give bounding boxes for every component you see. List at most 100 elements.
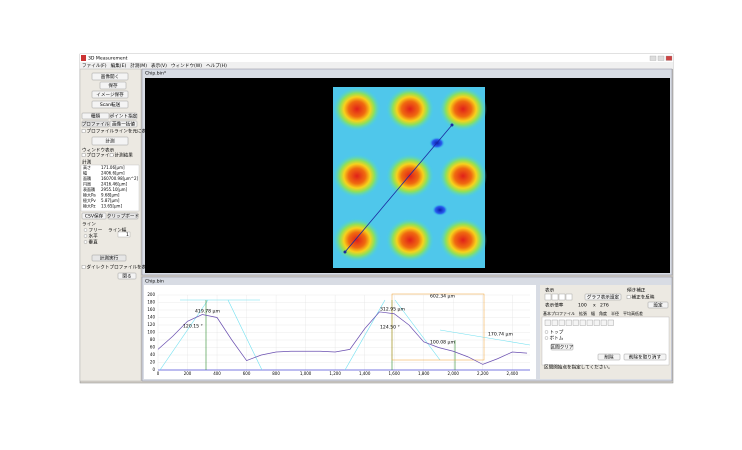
menu-item[interactable]: 計測(M) bbox=[130, 62, 147, 69]
fit-line bbox=[394, 299, 441, 361]
menu-item[interactable]: ウィンドウ(W) bbox=[171, 62, 202, 69]
result-value: 2955.10[µm] bbox=[101, 187, 128, 192]
tab[interactable]: 半径 bbox=[611, 310, 619, 316]
line-option: 垂直 bbox=[89, 239, 99, 246]
line-width-box[interactable] bbox=[117, 231, 131, 238]
annotation: 120.15 ° bbox=[183, 324, 203, 330]
csv-button[interactable] bbox=[81, 212, 107, 220]
apply-checkbox: 補正を反映 bbox=[632, 294, 655, 301]
left-button-label: Scan転送 bbox=[100, 101, 121, 108]
section-label: ウィンドウ表示 bbox=[82, 147, 115, 154]
mode-button-label: 種類 bbox=[91, 113, 101, 120]
span-box bbox=[391, 293, 485, 361]
mode-button[interactable] bbox=[109, 112, 138, 120]
tool-icon[interactable] bbox=[558, 293, 566, 301]
heatmap-blob bbox=[333, 154, 381, 198]
window-control[interactable] bbox=[657, 55, 665, 61]
x-tick-label: 400 bbox=[213, 371, 221, 376]
heatmap-blob bbox=[439, 218, 487, 262]
mode-button[interactable] bbox=[81, 112, 110, 120]
tool-icon[interactable] bbox=[558, 319, 565, 326]
y-tick-label: 0 bbox=[152, 367, 155, 372]
tool-icon[interactable] bbox=[544, 319, 551, 326]
y-tick-label: 160 bbox=[147, 307, 155, 312]
left-button[interactable] bbox=[99, 81, 127, 90]
left-button[interactable] bbox=[91, 72, 129, 81]
result-name: 表面積 bbox=[83, 186, 95, 192]
x-tick-label: 2,000 bbox=[448, 371, 460, 376]
fit-line bbox=[227, 299, 263, 371]
delete-button[interactable] bbox=[597, 353, 621, 361]
menu-item[interactable]: ヘルプ(H) bbox=[206, 63, 227, 69]
tool-icon[interactable] bbox=[565, 319, 572, 326]
clear-button[interactable] bbox=[550, 343, 574, 351]
run-button[interactable] bbox=[91, 254, 127, 262]
mode-button[interactable] bbox=[81, 120, 110, 128]
tab[interactable]: 拡張 bbox=[579, 310, 587, 316]
tool-icon[interactable] bbox=[565, 293, 573, 301]
profile-line-checkbox-box[interactable] bbox=[81, 129, 86, 133]
left-button[interactable] bbox=[91, 90, 129, 99]
x-tick-label: 1,400 bbox=[359, 371, 371, 376]
tool-icon[interactable] bbox=[607, 319, 614, 326]
window-control[interactable] bbox=[665, 55, 673, 61]
menu-item[interactable]: 編集(E) bbox=[111, 62, 127, 69]
measure-button-label: 計測 bbox=[105, 138, 115, 145]
tool-icon[interactable] bbox=[586, 319, 593, 326]
tool-icon[interactable] bbox=[600, 319, 607, 326]
line-option-dot[interactable] bbox=[83, 228, 88, 232]
y-tick-label: 20 bbox=[150, 360, 156, 365]
line-option-dot[interactable] bbox=[83, 234, 88, 238]
window-option-box[interactable] bbox=[109, 153, 114, 157]
heatmap-blob bbox=[333, 218, 381, 262]
tool-icon[interactable] bbox=[579, 319, 586, 326]
tool-icon[interactable] bbox=[593, 319, 600, 326]
result-name: 極大Pa bbox=[83, 192, 96, 198]
tool-icon[interactable] bbox=[551, 319, 558, 326]
measure-button[interactable] bbox=[91, 136, 129, 146]
clipboard-button[interactable] bbox=[107, 212, 139, 220]
x-tick-label: 1,000 bbox=[300, 371, 312, 376]
window-control[interactable] bbox=[649, 55, 657, 61]
tab[interactable]: 平均高低差 bbox=[623, 310, 643, 316]
result-value: 2416.46[µm] bbox=[101, 182, 128, 187]
annotation: 312.95 μm bbox=[380, 307, 405, 313]
list-item-dot[interactable] bbox=[544, 336, 549, 340]
heatmap bbox=[333, 87, 487, 268]
tab[interactable]: 角度 bbox=[599, 310, 607, 316]
window-option-box[interactable] bbox=[81, 153, 86, 157]
x-tick-label: 2,200 bbox=[477, 371, 489, 376]
tool-icon[interactable] bbox=[551, 293, 559, 301]
menu-item[interactable]: ファイル(F) bbox=[82, 63, 107, 69]
result-name: 幅 bbox=[83, 170, 87, 176]
profile-line-end[interactable] bbox=[343, 250, 347, 254]
tool-icon[interactable] bbox=[572, 319, 579, 326]
direct-profile-checkbox-box[interactable] bbox=[81, 265, 86, 269]
line-option-dot[interactable] bbox=[83, 240, 88, 244]
tab[interactable]: 基本プロファイル bbox=[543, 310, 575, 316]
apply-checkbox-box[interactable] bbox=[626, 295, 631, 299]
list-item-dot[interactable] bbox=[544, 330, 549, 334]
app-icon bbox=[81, 55, 86, 61]
left-button[interactable] bbox=[91, 100, 129, 109]
menu-item[interactable]: 表示(V) bbox=[151, 62, 167, 69]
profile-line-end[interactable] bbox=[450, 123, 454, 127]
graph-settings-button[interactable] bbox=[584, 293, 622, 301]
result-value: 13.65[µm] bbox=[101, 204, 122, 209]
left-button-label: イメージ保存 bbox=[96, 91, 124, 98]
zoom-button[interactable] bbox=[647, 301, 669, 309]
tab[interactable]: 幅 bbox=[591, 310, 595, 316]
mode-button-label: ポイント指定 bbox=[110, 113, 138, 120]
undo-button[interactable] bbox=[623, 353, 667, 361]
x-tick-label: 0 bbox=[157, 371, 160, 376]
line-width-value: 1 bbox=[126, 232, 129, 238]
x-tick-label: 1,600 bbox=[388, 371, 400, 376]
result-name: 極大Pz bbox=[83, 203, 96, 209]
mode-button[interactable] bbox=[109, 120, 138, 128]
close-button[interactable] bbox=[117, 272, 137, 280]
x-tick-label: 2,400 bbox=[507, 371, 519, 376]
status-text: 区間開始点を指定してください。 bbox=[544, 364, 613, 371]
y-tick-label: 40 bbox=[150, 352, 156, 357]
tool-icon[interactable] bbox=[544, 293, 552, 301]
